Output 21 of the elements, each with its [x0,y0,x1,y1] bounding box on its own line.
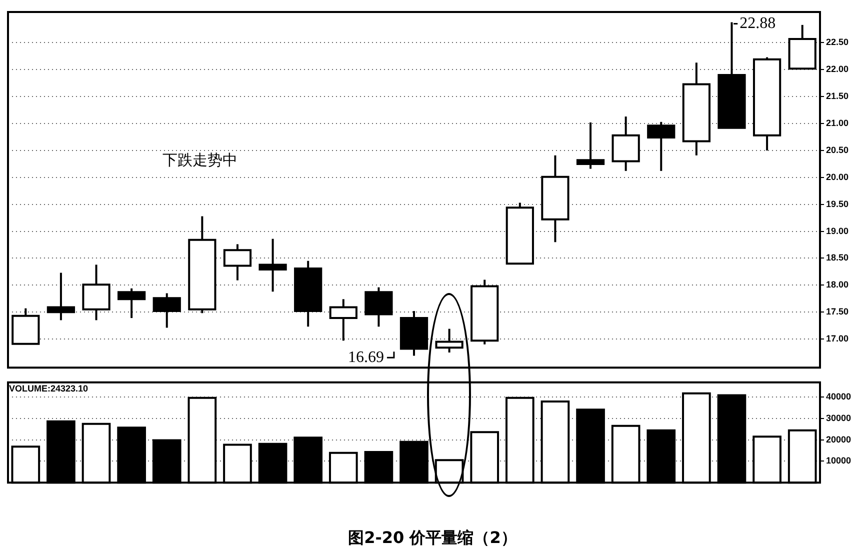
y-tick-label: 30000 [826,412,852,423]
y-tick-label: 22.00 [826,64,849,74]
y-tick-label: 18.00 [826,280,849,290]
y-tick-label: 40000 [826,391,852,402]
annotation: 16.69 [348,348,384,366]
y-tick-label: 20000 [826,434,852,444]
y-tick-label: 17.00 [826,334,849,344]
annotation: 下跌走势中 [162,151,238,170]
y-tick-label: 19.50 [826,198,849,209]
annotation: VOLUME:24323.10 [9,383,88,394]
text: 图2-20 价平量缩（2） [347,528,518,549]
y-tick-label: 21.00 [826,118,849,128]
y-tick-label: 20.00 [826,172,849,182]
y-tick-label: 21.50 [826,91,849,102]
y-tick-label: 18.50 [826,252,849,263]
y-tick-label: 10000 [826,456,852,466]
y-tick-label: 17.50 [826,306,849,317]
y-tick-label: 22.50 [826,37,849,48]
y-tick-label: 19.00 [826,226,849,236]
annotation: 22.88 [740,14,776,32]
y-tick-label: 20.50 [826,144,849,155]
